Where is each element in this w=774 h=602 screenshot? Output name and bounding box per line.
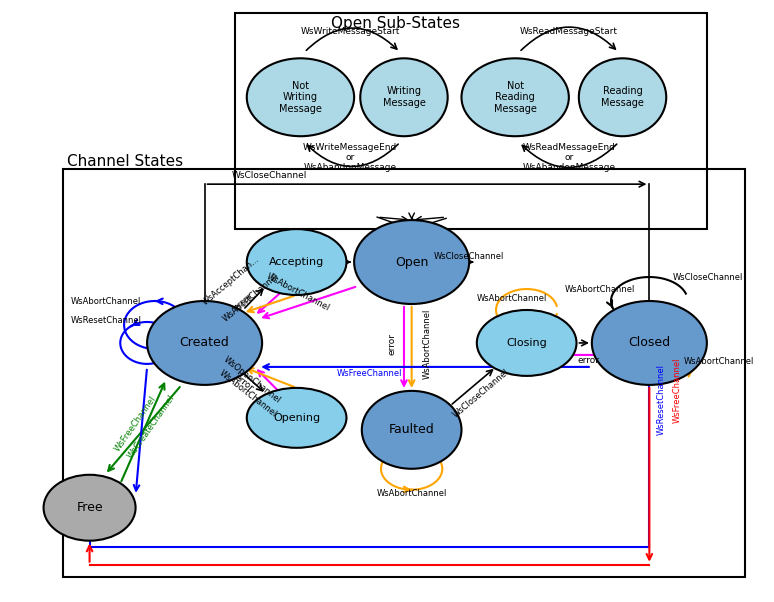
Text: Closing: Closing [506,338,547,348]
Text: WsFreeChannel: WsFreeChannel [113,394,158,453]
Ellipse shape [579,58,666,136]
Ellipse shape [147,301,262,385]
Text: WsResetChannel: WsResetChannel [70,316,142,325]
Text: Reading
Message: Reading Message [601,87,644,108]
Ellipse shape [592,301,707,385]
Text: Channel States: Channel States [67,154,183,169]
Ellipse shape [477,310,577,376]
Text: Accepting: Accepting [269,257,324,267]
Text: WsAbortChannel: WsAbortChannel [376,489,447,498]
Ellipse shape [360,58,447,136]
Text: error: error [577,356,599,365]
Text: WsAbortChannel: WsAbortChannel [265,272,331,313]
Text: WsAbortChannel: WsAbortChannel [217,368,279,419]
Bar [63,169,745,577]
Text: error: error [232,373,255,394]
Text: Open Sub-States: Open Sub-States [331,16,460,31]
Text: Writing
Message: Writing Message [382,87,426,108]
Text: Opening: Opening [273,413,320,423]
Bar [235,13,707,229]
Text: Created: Created [180,337,229,349]
Ellipse shape [247,58,354,136]
Text: WsAbortChannel: WsAbortChannel [477,294,547,303]
Text: WsFreeChannel: WsFreeChannel [337,369,402,378]
Text: Free: Free [77,501,103,514]
Text: WsAbortChannel: WsAbortChannel [684,357,754,366]
Text: WsAcceptChan...: WsAcceptChan... [201,255,262,308]
Text: Not
Reading
Message: Not Reading Message [494,81,536,114]
Text: WsCloseChannel: WsCloseChannel [450,368,511,420]
Text: Open: Open [395,256,428,268]
Text: Faulted: Faulted [389,423,434,436]
Text: WsFreeChannel: WsFreeChannel [673,358,681,423]
Text: WsWriteMessageStart: WsWriteMessageStart [300,27,400,36]
Ellipse shape [461,58,569,136]
Text: WsWriteMessageEnd
or
WsAbandonMessage: WsWriteMessageEnd or WsAbandonMessage [303,143,397,172]
Text: WsCloseChannel: WsCloseChannel [434,252,505,261]
Ellipse shape [247,388,347,448]
Text: WsReadMessageEnd
or
WsAbandonMessage: WsReadMessageEnd or WsAbandonMessage [522,143,615,172]
Text: WsAbortChannel: WsAbortChannel [423,309,431,379]
Text: WsCloseChannel: WsCloseChannel [231,171,307,180]
Text: WsReadMessageStart: WsReadMessageStart [520,27,618,36]
Text: WsCreateChannel: WsCreateChannel [125,393,176,461]
Text: error: error [388,333,397,355]
Text: Not
Writing
Message: Not Writing Message [279,81,322,114]
Text: WsAbortChannel: WsAbortChannel [565,285,635,294]
Text: WsAbortChannel: WsAbortChannel [221,272,280,323]
Text: error: error [231,292,255,312]
Text: Closed: Closed [628,337,670,349]
Ellipse shape [43,475,135,541]
Text: WsAbortChannel: WsAbortChannel [70,297,141,306]
Text: WsResetChannel: WsResetChannel [657,364,666,435]
Text: WsCloseChannel: WsCloseChannel [673,273,743,282]
Ellipse shape [361,391,461,469]
Ellipse shape [247,229,347,295]
Text: WsOpenChannel: WsOpenChannel [222,355,283,405]
Ellipse shape [354,220,469,304]
